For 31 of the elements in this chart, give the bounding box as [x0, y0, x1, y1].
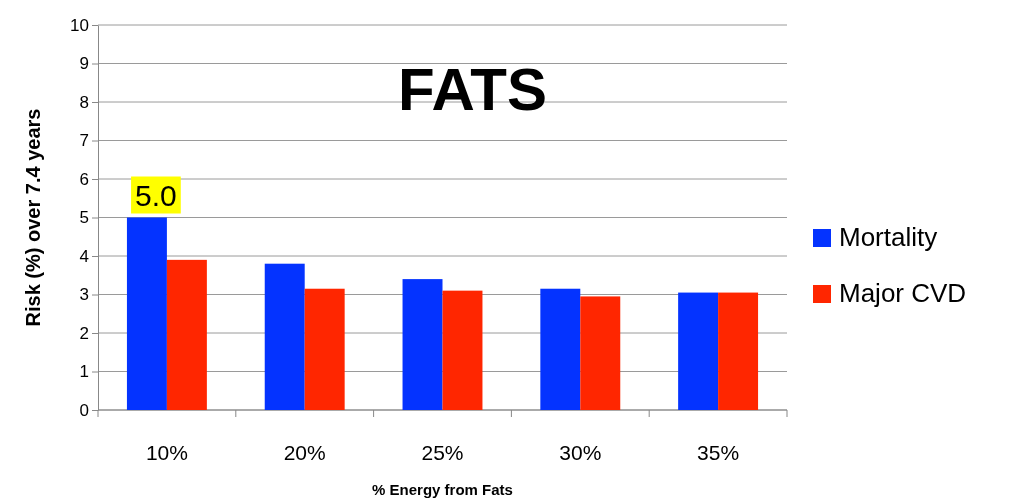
bar	[540, 288, 581, 410]
y-tick-label: 3	[79, 285, 89, 305]
y-tick-label: 8	[79, 92, 89, 112]
bar	[304, 288, 345, 410]
y-tick-label: 6	[79, 169, 89, 189]
legend-label: Major CVD	[839, 278, 967, 308]
y-tick-label: 2	[79, 323, 89, 343]
y-tick-label: 9	[79, 54, 89, 74]
bar	[126, 217, 167, 410]
y-tick-label: 10	[70, 15, 89, 35]
x-tick-label: 10%	[145, 441, 188, 464]
legend-label: Mortality	[839, 222, 938, 252]
y-tick-label: 5	[79, 208, 89, 228]
bar	[718, 292, 759, 410]
bar	[580, 296, 621, 410]
bar	[264, 263, 305, 410]
x-tick-label: 20%	[283, 441, 326, 464]
x-tick-label: 25%	[421, 441, 464, 464]
y-tick-label: 7	[79, 131, 89, 151]
y-axis-title: Risk (%) over 7.4 years	[22, 108, 44, 327]
bar	[442, 290, 483, 410]
bar	[402, 279, 443, 410]
x-tick-label: 35%	[697, 441, 740, 464]
y-tick-label: 4	[79, 246, 89, 266]
y-tick-label: 1	[79, 362, 89, 382]
x-tick-label: 30%	[559, 441, 602, 464]
x-axis-title: % Energy from Fats	[372, 481, 513, 498]
bar	[678, 292, 719, 410]
text: FATS	[398, 56, 547, 123]
bar	[166, 259, 207, 410]
y-tick-label: 0	[79, 400, 89, 420]
